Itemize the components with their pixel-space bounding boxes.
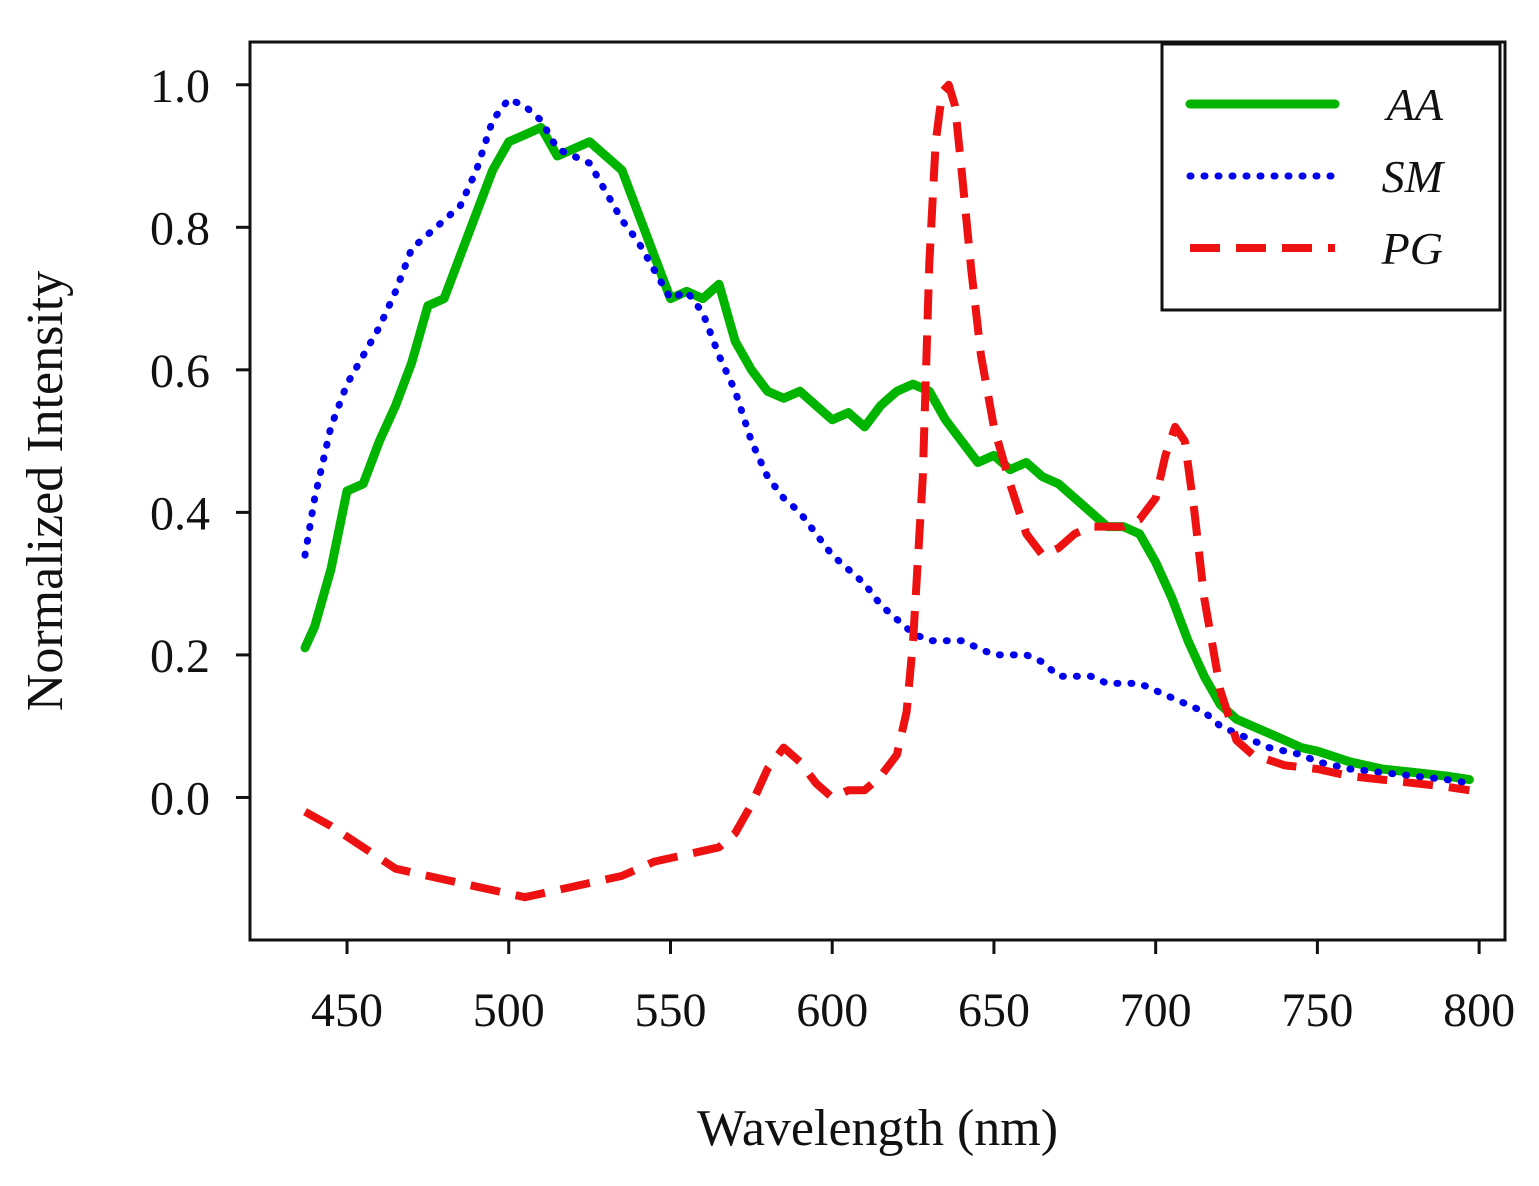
legend-label-aa: AA [1384, 79, 1444, 130]
y-tick-label: 0.0 [150, 772, 210, 825]
ticks-layer: 450 500 550 600 650 700 750 800 0.0 0.2 0.4 0.6 0.8 1… [150, 60, 1515, 1037]
y-tick-label: 0.2 [150, 630, 210, 683]
x-tick-label: 600 [796, 984, 868, 1037]
series-line-aa [300, 123, 1474, 785]
plot-frame [248, 40, 1507, 942]
legend-label-pg: PG [1381, 223, 1443, 274]
y-tick-label: 0.8 [150, 202, 210, 255]
y-axis-title: Normalized Intensity [17, 271, 74, 711]
legend: AA SM PG [1160, 42, 1502, 312]
x-axis-title: Wavelength (nm) [697, 1100, 1058, 1157]
x-tick-label: 500 [473, 984, 545, 1037]
series-line-sm [301, 95, 1473, 787]
series-line-pg [303, 80, 1471, 902]
x-tick-label: 650 [958, 984, 1030, 1037]
x-tick-label: 450 [311, 984, 383, 1037]
x-tick-label: 700 [1120, 984, 1192, 1037]
x-tick-label: 750 [1281, 984, 1353, 1037]
x-tick-label: 550 [634, 984, 706, 1037]
y-tick-label: 0.4 [150, 487, 210, 540]
y-tick-label: 1.0 [150, 60, 210, 113]
x-tick-label: 800 [1443, 984, 1515, 1037]
series-layer [300, 80, 1474, 902]
legend-label-sm: SM [1382, 151, 1446, 202]
y-tick-label: 0.6 [150, 345, 210, 398]
